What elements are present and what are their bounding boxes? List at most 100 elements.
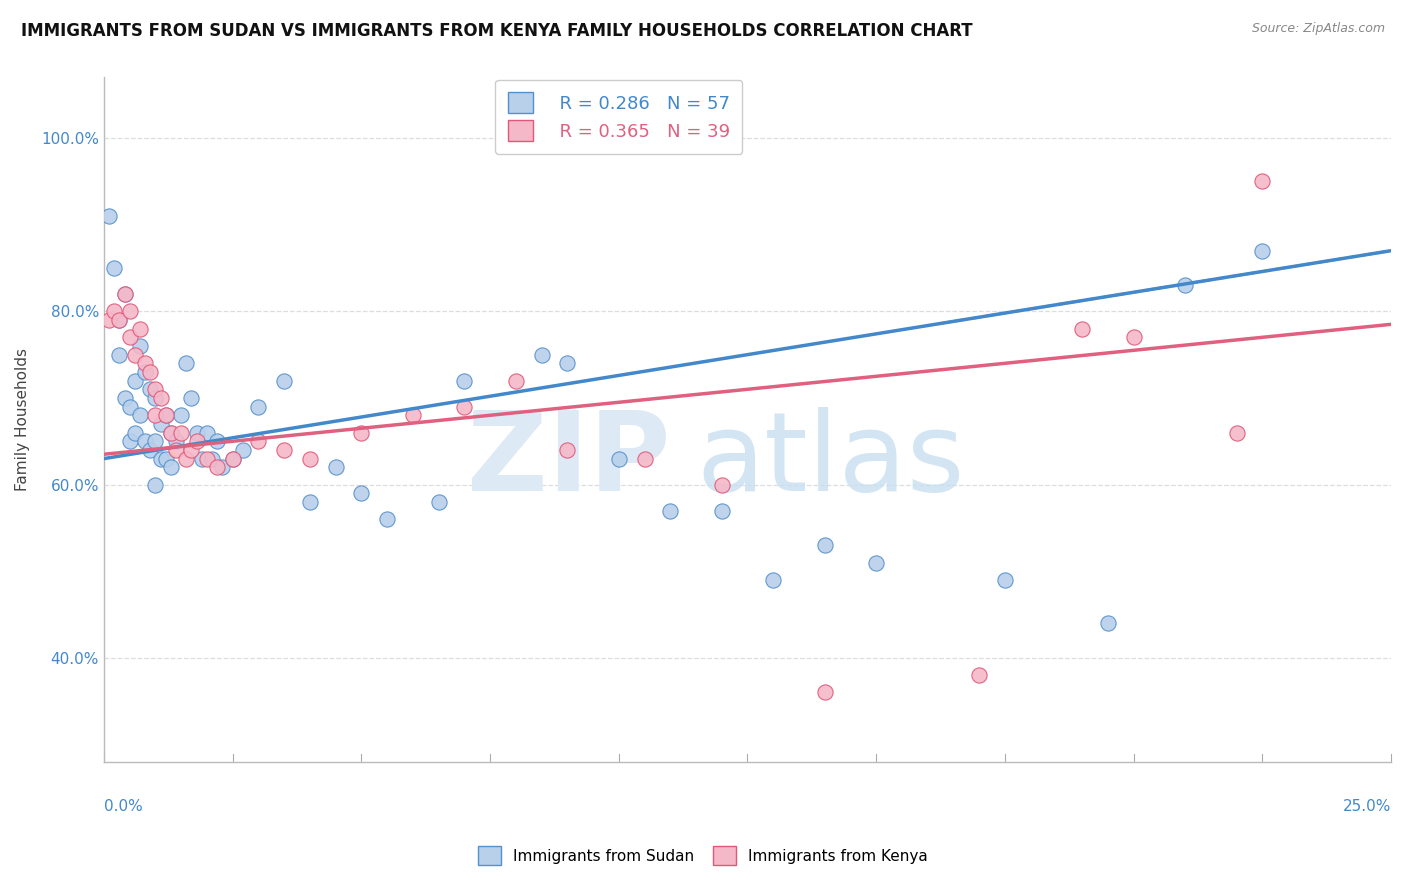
Point	[114, 287, 136, 301]
Point	[145, 409, 167, 423]
Point	[129, 321, 152, 335]
Point	[453, 374, 475, 388]
Point	[350, 486, 373, 500]
Point	[134, 365, 156, 379]
Point	[1225, 425, 1247, 440]
Point	[207, 434, 229, 449]
Point	[176, 451, 198, 466]
Point	[555, 442, 578, 457]
Point	[108, 348, 131, 362]
Point	[160, 425, 183, 440]
Point	[134, 434, 156, 449]
Text: IMMIGRANTS FROM SUDAN VS IMMIGRANTS FROM KENYA FAMILY HOUSEHOLDS CORRELATION CHA: IMMIGRANTS FROM SUDAN VS IMMIGRANTS FROM…	[21, 22, 973, 40]
Point	[247, 400, 270, 414]
Point	[108, 313, 131, 327]
Point	[659, 503, 682, 517]
Point	[124, 425, 146, 440]
Point	[129, 409, 152, 423]
Point	[118, 434, 141, 449]
Point	[427, 495, 450, 509]
Point	[298, 451, 321, 466]
Point	[325, 460, 347, 475]
Text: 0.0%: 0.0%	[104, 799, 143, 814]
Point	[155, 451, 177, 466]
Point	[1122, 330, 1144, 344]
Point	[201, 451, 224, 466]
Point	[273, 442, 295, 457]
Point	[108, 313, 131, 327]
Point	[149, 451, 172, 466]
Point	[114, 391, 136, 405]
Point	[633, 451, 655, 466]
Point	[180, 442, 202, 457]
Point	[170, 425, 193, 440]
Point	[155, 409, 177, 423]
Point	[165, 442, 187, 457]
Point	[762, 573, 785, 587]
Point	[195, 451, 218, 466]
Point	[139, 382, 162, 396]
Point	[221, 451, 243, 466]
Point	[505, 374, 527, 388]
Point	[180, 391, 202, 405]
Text: Source: ZipAtlas.com: Source: ZipAtlas.com	[1251, 22, 1385, 36]
Point	[176, 356, 198, 370]
Point	[103, 304, 125, 318]
Point	[98, 209, 121, 223]
Point	[114, 287, 136, 301]
Point	[221, 451, 243, 466]
Point	[129, 339, 152, 353]
Point	[814, 538, 837, 552]
Point	[994, 573, 1017, 587]
Point	[145, 382, 167, 396]
Point	[170, 409, 193, 423]
Point	[375, 512, 398, 526]
Point	[967, 668, 990, 682]
Point	[118, 304, 141, 318]
Legend: Immigrants from Sudan, Immigrants from Kenya: Immigrants from Sudan, Immigrants from K…	[472, 840, 934, 871]
Point	[124, 348, 146, 362]
Point	[298, 495, 321, 509]
Point	[273, 374, 295, 388]
Point	[139, 365, 162, 379]
Point	[118, 330, 141, 344]
Point	[139, 442, 162, 457]
Point	[149, 391, 172, 405]
Point	[814, 685, 837, 699]
Text: atlas: atlas	[696, 407, 965, 514]
Point	[186, 434, 208, 449]
Point	[149, 417, 172, 431]
Point	[247, 434, 270, 449]
Point	[145, 434, 167, 449]
Point	[232, 442, 254, 457]
Point	[155, 409, 177, 423]
Point	[118, 400, 141, 414]
Point	[453, 400, 475, 414]
Point	[1097, 616, 1119, 631]
Point	[607, 451, 630, 466]
Point	[710, 477, 733, 491]
Point	[191, 451, 214, 466]
Point	[145, 391, 167, 405]
Point	[1251, 244, 1274, 258]
Point	[160, 460, 183, 475]
Point	[207, 460, 229, 475]
Point	[530, 348, 553, 362]
Point	[165, 434, 187, 449]
Point	[350, 425, 373, 440]
Legend:   R = 0.286   N = 57,   R = 0.365   N = 39: R = 0.286 N = 57, R = 0.365 N = 39	[495, 79, 742, 153]
Point	[211, 460, 233, 475]
Text: ZIP: ZIP	[467, 407, 671, 514]
Y-axis label: Family Households: Family Households	[15, 348, 30, 491]
Point	[134, 356, 156, 370]
Text: 25.0%: 25.0%	[1343, 799, 1391, 814]
Point	[402, 409, 425, 423]
Point	[1071, 321, 1094, 335]
Point	[124, 374, 146, 388]
Point	[195, 425, 218, 440]
Point	[555, 356, 578, 370]
Point	[145, 477, 167, 491]
Point	[710, 503, 733, 517]
Point	[1174, 278, 1197, 293]
Point	[160, 425, 183, 440]
